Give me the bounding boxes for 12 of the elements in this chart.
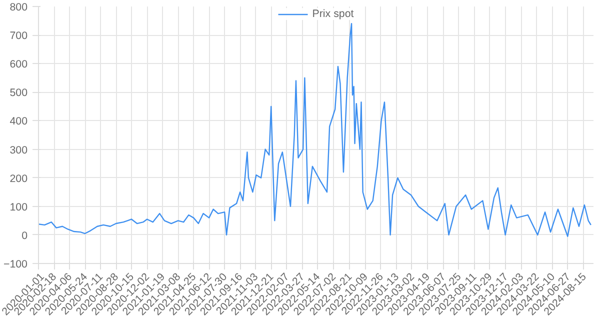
y-tick-label: 300 bbox=[10, 144, 28, 156]
y-tick-label: 100 bbox=[10, 201, 28, 214]
y-tick-label: 0 bbox=[22, 230, 28, 242]
y-tick-label: 800 bbox=[10, 2, 28, 14]
y-tick-label: 500 bbox=[10, 87, 28, 100]
y-tick-label: 700 bbox=[10, 30, 28, 42]
legend-label: Prix spot bbox=[312, 8, 354, 20]
y-tick-label: −100 bbox=[3, 258, 28, 270]
y-tick-label: 600 bbox=[10, 58, 28, 71]
y-tick-label: 400 bbox=[10, 116, 28, 128]
y-tick-label: 200 bbox=[10, 172, 28, 185]
line-series bbox=[38, 23, 592, 237]
